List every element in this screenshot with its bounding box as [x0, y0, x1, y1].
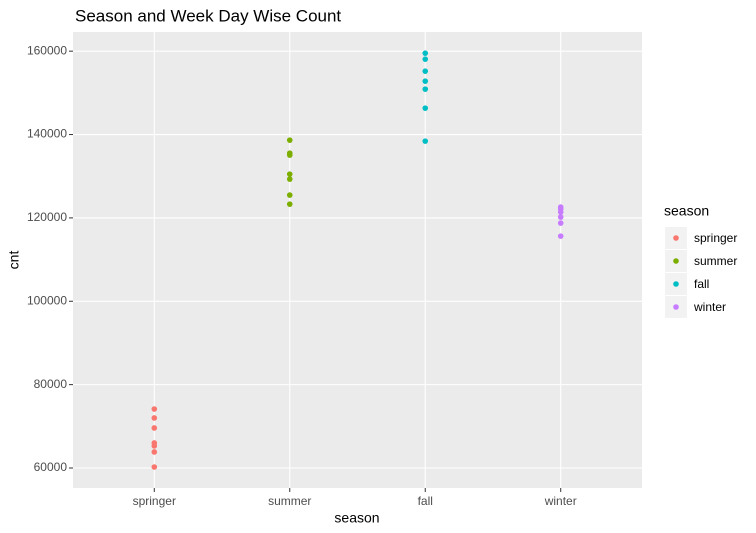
point	[557, 220, 564, 226]
y-tick-label: 60000	[34, 460, 68, 474]
point	[151, 464, 158, 470]
y-tick-label: 100000	[27, 293, 67, 307]
legend-marker	[673, 304, 679, 310]
panel	[73, 32, 642, 488]
point	[422, 138, 429, 144]
y-axis-label: cnt	[6, 251, 22, 270]
y-tick-label: 120000	[27, 210, 67, 224]
point	[151, 443, 158, 449]
point	[286, 176, 293, 182]
point	[422, 78, 429, 84]
point	[557, 209, 564, 215]
y-tick-label: 140000	[27, 127, 67, 141]
legend-marker	[673, 281, 679, 287]
legend-label: fall	[694, 277, 709, 291]
legend-label: summer	[694, 254, 737, 268]
point	[286, 152, 293, 158]
point	[151, 415, 158, 421]
point	[151, 406, 158, 412]
legend-label: springer	[694, 231, 737, 245]
point	[286, 171, 293, 177]
point	[422, 86, 429, 92]
point	[422, 68, 429, 74]
point	[422, 105, 429, 111]
y-tick-label: 80000	[34, 377, 68, 391]
point	[151, 425, 158, 431]
point	[422, 50, 429, 56]
point	[151, 449, 158, 455]
legend-label: winter	[693, 300, 726, 314]
legend-marker	[673, 258, 679, 264]
legend-title: season	[664, 203, 709, 219]
point	[422, 56, 429, 62]
chart-title: Season and Week Day Wise Count	[75, 6, 341, 25]
y-tick-label: 160000	[27, 43, 67, 57]
point	[286, 192, 293, 198]
x-axis-label: season	[334, 510, 379, 526]
point	[286, 137, 293, 143]
x-tick-label: summer	[268, 494, 311, 508]
x-tick-label: fall	[418, 494, 433, 508]
point	[557, 233, 564, 239]
point	[286, 201, 293, 207]
x-tick-label: springer	[133, 494, 176, 508]
point	[557, 214, 564, 220]
x-tick-label: winter	[544, 494, 577, 508]
legend-marker	[673, 235, 679, 241]
